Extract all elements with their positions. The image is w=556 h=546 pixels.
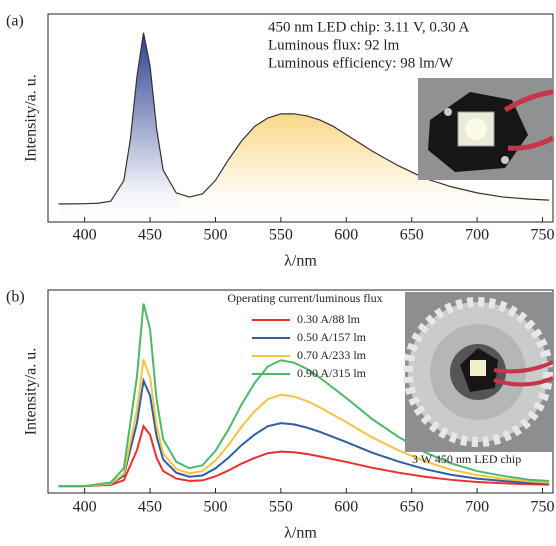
panel-b-labels: Operating current/luminous flux 0.30 A/88… [227, 291, 521, 466]
legend-label: 0.70 A/233 lm [297, 348, 367, 362]
x-tick-label: 500 [203, 227, 227, 244]
x-tick-label: 750 [531, 499, 555, 516]
y-axis-label: Intensity/a. u. [23, 74, 40, 162]
inset-label: 3 W 450 nm LED chip [412, 452, 521, 466]
x-axis-label: λ/nm [284, 525, 317, 542]
legend-label: 0.50 A/157 lm [297, 330, 367, 344]
panel-b: 400 450 500 550 600 650 700 750 λ/nm Intensity/a.… [6, 289, 555, 542]
x-tick-label: 650 [400, 499, 424, 516]
x-tick-label: 400 [73, 227, 97, 244]
x-axis-label: λ/nm [284, 253, 317, 270]
x-tick-label: 550 [269, 227, 293, 244]
x-tick-label: 550 [269, 499, 293, 516]
y-axis-label: Intensity/a. u. [23, 348, 40, 436]
panel-a: 400 450 500 550 600 650 700 750 λ/nm Intensity/a.… [6, 13, 555, 270]
annotation: Luminous efficiency: 98 lm/W [268, 55, 454, 71]
x-tick-label: 600 [334, 499, 358, 516]
x-tick-label: 650 [400, 227, 424, 244]
x-tick-label: 700 [465, 499, 489, 516]
inset-photo-a [418, 78, 555, 180]
annotation: 450 nm LED chip: 3.11 V, 0.30 A [268, 19, 470, 35]
x-tick-label: 450 [138, 499, 162, 516]
x-tick-label: 700 [465, 227, 489, 244]
x-tick-label: 500 [203, 499, 227, 516]
legend-title: Operating current/luminous flux [227, 291, 382, 305]
series-line [58, 32, 550, 205]
series-line [58, 377, 550, 488]
legend-label: 0.30 A/88 lm [297, 312, 361, 326]
panel-label: (a) [6, 13, 24, 30]
series-line [58, 359, 550, 488]
series-line [58, 303, 550, 488]
area-fill [182, 113, 550, 222]
panel-label: (b) [6, 289, 25, 306]
x-tick-label: 600 [334, 227, 358, 244]
x-tick-label: 450 [138, 227, 162, 244]
inset-photo-b [403, 292, 554, 452]
legend-label: 0.90 A/315 lm [297, 366, 367, 380]
annotation: Luminous flux: 92 lm [268, 37, 400, 53]
x-tick-label: 750 [531, 227, 555, 244]
x-tick-label: 400 [73, 499, 97, 516]
series-line [58, 424, 550, 488]
